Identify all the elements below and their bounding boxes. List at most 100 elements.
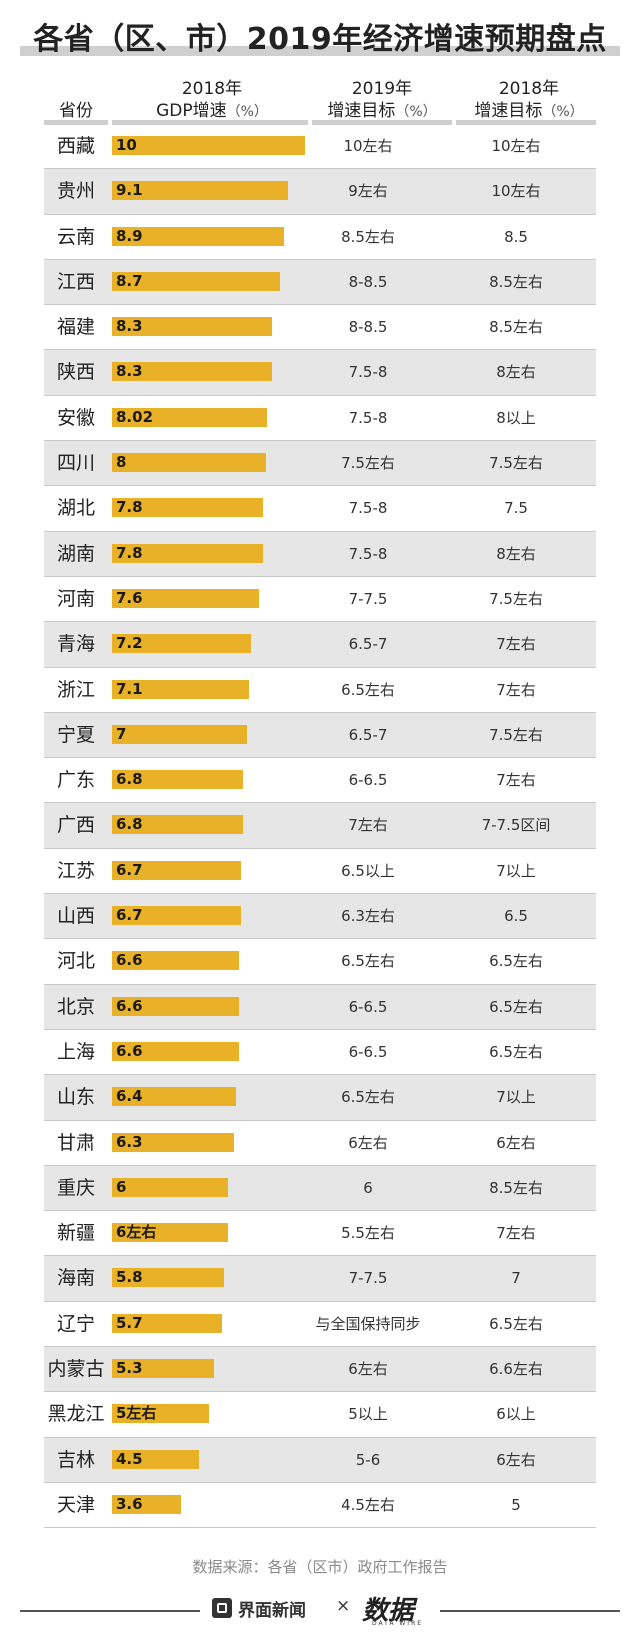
- title-underline: [20, 46, 620, 56]
- header-2018-year: 2018年: [498, 79, 560, 99]
- gdp-bar: [112, 1223, 228, 1243]
- province-name: 河南: [56, 587, 95, 610]
- gdp-bar: [112, 1404, 209, 1424]
- gdp-value-label: 6.6: [116, 996, 143, 1015]
- gdp-value-label: 7.2: [116, 634, 143, 653]
- target-2019-cell: 6.5左右: [341, 1088, 395, 1107]
- province-name: 四川: [56, 452, 95, 475]
- province-name: 北京: [56, 995, 95, 1018]
- target-2018-cell: 8.5左右: [489, 318, 543, 337]
- target-2018-cell: 7以上: [496, 861, 536, 880]
- target-2018-cell: 6左右: [496, 1133, 536, 1152]
- gdp-value-label: 6.4: [116, 1087, 143, 1106]
- source-note: 数据来源：各省（区市）政府工作报告: [192, 1558, 448, 1576]
- gdp-bar: [112, 543, 263, 563]
- province-name: 湖南: [56, 542, 95, 565]
- gdp-bar: [112, 996, 240, 1016]
- gdp-value-label: 7.8: [116, 498, 143, 517]
- table-row: 西藏 10 10左右 10左右: [44, 124, 596, 170]
- province-name: 新疆: [56, 1222, 95, 1245]
- province-name: 天津: [56, 1493, 95, 1516]
- table-row: 江西 8.7 8-8.5 8.5左右: [44, 259, 596, 306]
- table-row: 福建 8.3 8-8.5 8.5左右: [44, 305, 596, 351]
- gdp-value-label: 4.5: [116, 1449, 143, 1468]
- gdp-value-label: 5.3: [116, 1359, 143, 1378]
- target-2019-cell: 5-6: [355, 1450, 381, 1469]
- gdp-bar: [112, 1132, 234, 1152]
- province-name: 重庆: [56, 1176, 95, 1199]
- gdp-value-label: 8: [116, 453, 127, 472]
- province-name: 上海: [56, 1040, 95, 1063]
- province-name: 浙江: [56, 678, 95, 701]
- gdp-value-label: 6.3: [116, 1132, 143, 1151]
- target-2018-cell: 6.5左右: [489, 1314, 543, 1333]
- table-row: 甘肃 6.3 6左右 6左右: [44, 1121, 596, 1166]
- province-name: 广东: [56, 769, 95, 792]
- target-2019-cell: 7.5左右: [341, 454, 395, 473]
- gdp-value-label: 8.3: [116, 362, 143, 381]
- page-title: 各省（区、市）2019年经济增速预期盘点: [33, 22, 607, 57]
- province-name: 黑龙江: [47, 1403, 105, 1426]
- gdp-bar: [112, 362, 273, 382]
- table-row: 辽宁 5.7 与全国保持同步 6.5左右: [44, 1302, 596, 1348]
- table-row: 贵州 9.1 9左右 10左右: [44, 169, 596, 215]
- table-row: 吉林 4.5 5-6 6左右: [44, 1437, 596, 1483]
- target-2018-cell: 6.6左右: [489, 1360, 543, 1379]
- target-2019-cell: 6.5以上: [341, 861, 395, 880]
- target-2018-cell: 5: [511, 1495, 521, 1514]
- footer-line-left: [20, 1610, 200, 1612]
- gdp-bar: [112, 1087, 236, 1107]
- table-row: 黑龙江 5左右 5以上 6以上: [44, 1392, 596, 1438]
- gdp-bar: [112, 1494, 182, 1514]
- gdp-bar: [112, 634, 251, 654]
- target-2019-cell: 6.5-7: [348, 725, 388, 744]
- gdp-bar: [112, 271, 280, 291]
- gdp-bar: [112, 679, 250, 699]
- title-area: 各省（区、市）2019年经济增速预期盘点: [0, 0, 640, 64]
- target-2018-cell: 8.5左右: [489, 272, 543, 291]
- target-2019-cell: 7-7.5: [348, 1269, 388, 1288]
- province-name: 山西: [56, 905, 95, 928]
- target-2019-cell: 6.5左右: [341, 680, 395, 699]
- table-row: 江苏 6.7 6.5以上 7以上: [44, 849, 596, 895]
- gdp-value-label: 6.7: [116, 860, 143, 879]
- gdp-bar: [112, 1268, 224, 1288]
- gdp-value-label: 5.7: [116, 1313, 143, 1332]
- target-2018-cell: 7左右: [496, 680, 536, 699]
- gdp-bar: [112, 1359, 215, 1379]
- target-2018-cell: 7-7.5区间: [481, 816, 551, 835]
- province-name: 甘肃: [56, 1131, 95, 1154]
- table-row: 湖南 7.8 7.5-8 8左右: [44, 531, 596, 577]
- gdp-value-label: 9.1: [116, 181, 143, 200]
- table-row: 重庆 6 6 8.5左右: [44, 1165, 596, 1212]
- header-2019-label: 增速目标: [327, 101, 396, 121]
- target-2019-cell: 10左右: [343, 137, 393, 155]
- header-gdp-year: 2018年: [181, 79, 243, 99]
- table-row: 浙江 7.1 6.5左右 7左右: [44, 668, 596, 713]
- target-2018-cell: 8.5: [504, 227, 528, 246]
- table-row: 山东 6.4 6.5左右 7以上: [44, 1075, 596, 1121]
- target-2019-cell: 6.5-7: [348, 635, 388, 654]
- target-2018-cell: 7左右: [496, 771, 536, 790]
- target-2019-cell: 与全国保持同步: [315, 1314, 421, 1333]
- target-2019-cell: 6-6.5: [348, 1042, 388, 1061]
- gdp-bar: [112, 407, 267, 427]
- gdp-value-label: 6.6: [116, 1041, 143, 1060]
- table-row: 河南 7.6 7-7.5 7.5左右: [44, 577, 596, 623]
- target-2019-cell: 5以上: [348, 1405, 388, 1424]
- target-2019-cell: 6.5左右: [341, 952, 395, 971]
- gdp-bar: [112, 498, 263, 518]
- gdp-bar: [112, 226, 284, 246]
- target-2019-cell: 8-8.5: [348, 272, 388, 291]
- header-2018-unit: （%）: [542, 104, 584, 120]
- province-name: 江西: [56, 270, 95, 293]
- header-target-2019: 2019年 增速目标（%）: [312, 78, 452, 123]
- gdp-value-label: 7: [116, 724, 127, 743]
- gdp-bar: [112, 588, 259, 608]
- target-2018-cell: 8.5左右: [489, 1178, 543, 1197]
- province-name: 贵州: [56, 180, 95, 203]
- target-2018-cell: 7左右: [496, 635, 536, 654]
- table-row: 山西 6.7 6.3左右 6.5: [44, 894, 596, 940]
- header-underline-province: [44, 120, 108, 125]
- province-name: 吉林: [56, 1448, 95, 1471]
